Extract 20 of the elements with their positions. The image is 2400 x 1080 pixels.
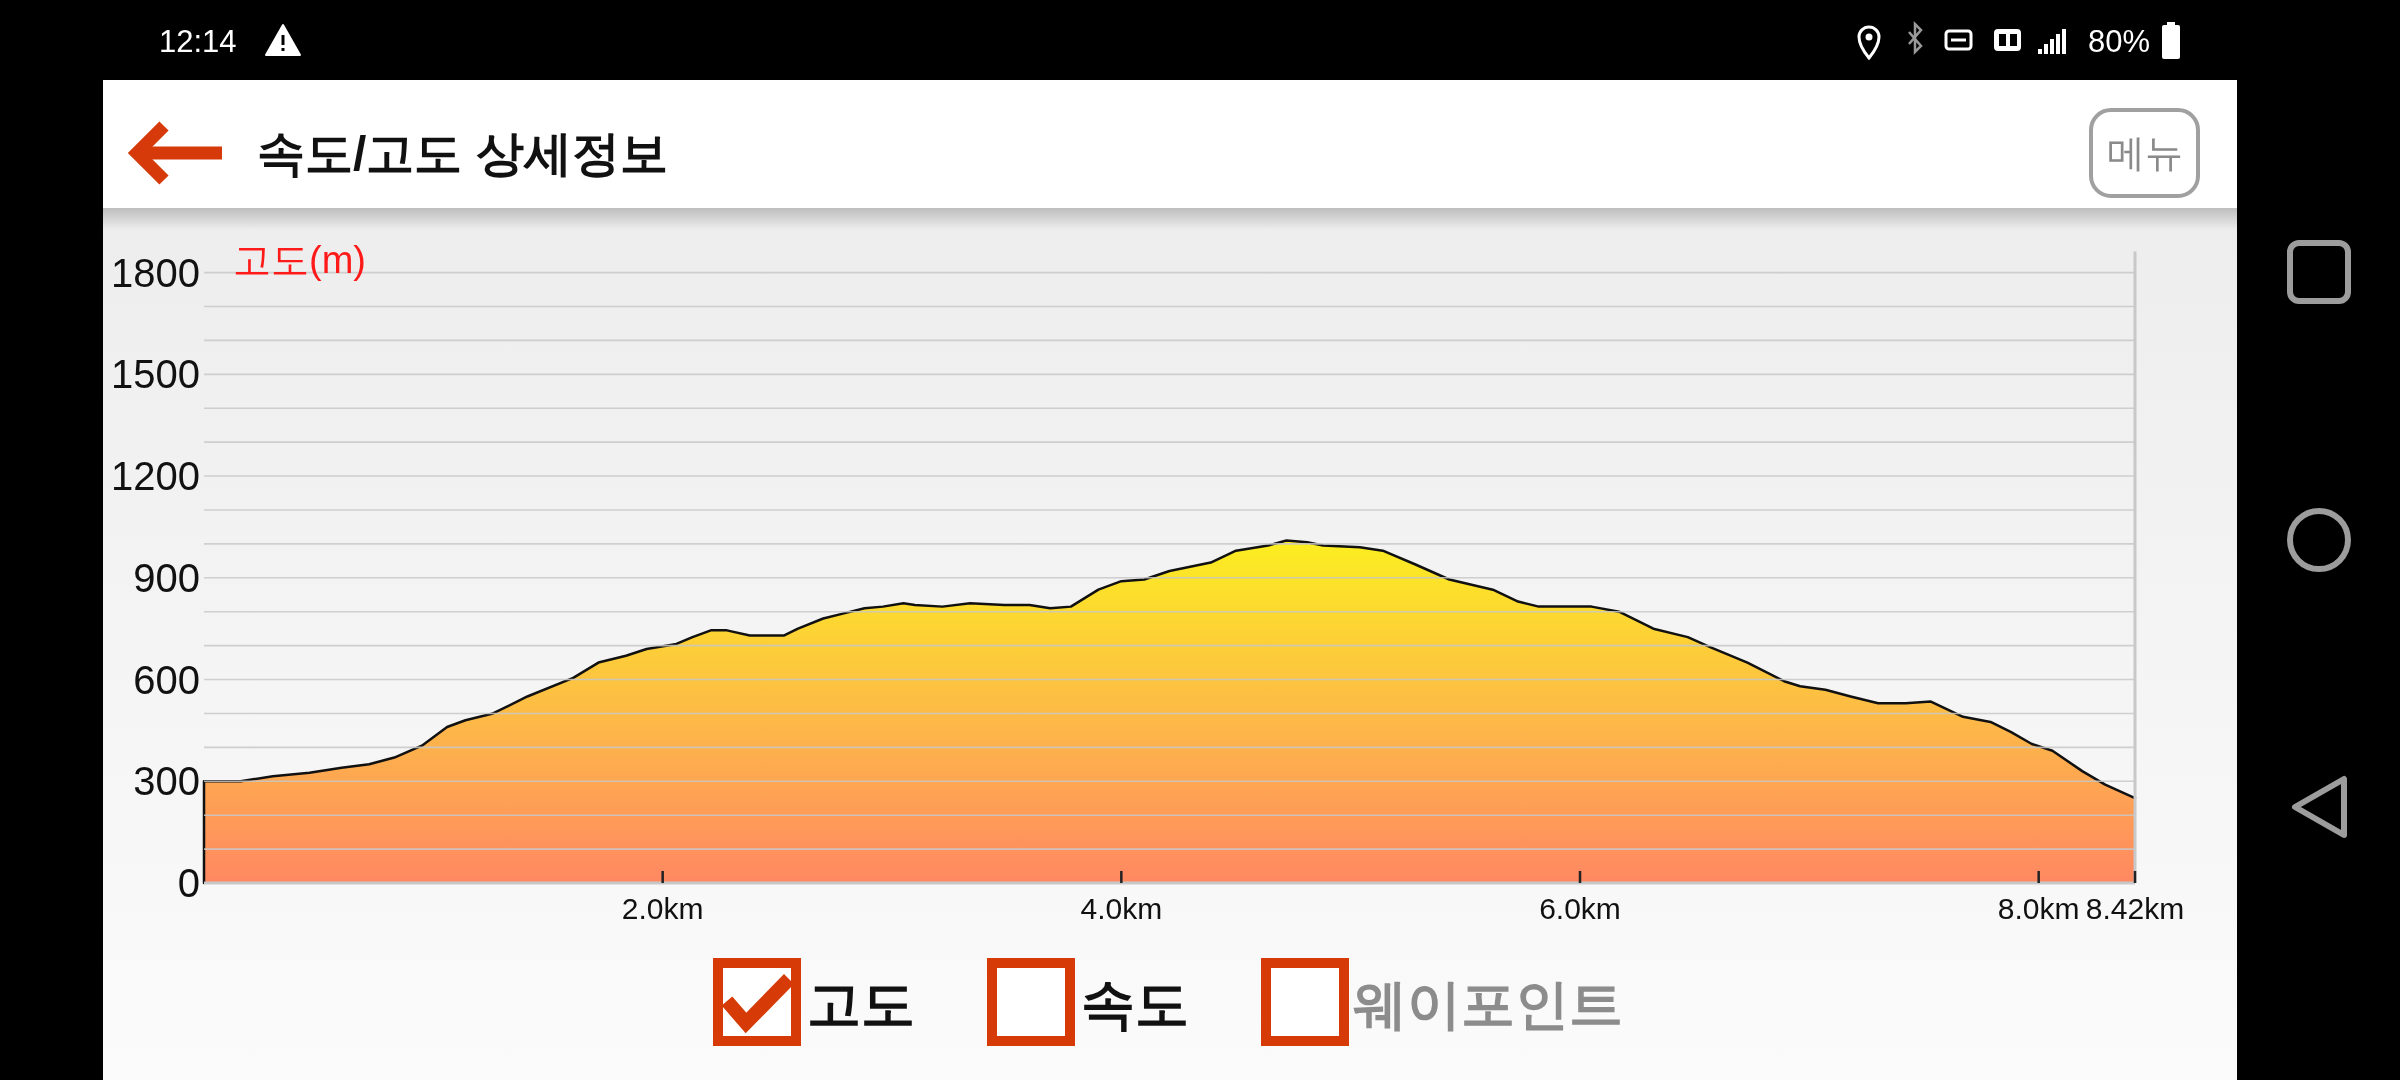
text: 웨이포인트	[1353, 974, 1623, 1034]
x-tick-label: 2.0km	[621, 891, 704, 925]
y-tick-label: 1200	[111, 454, 200, 499]
text: 고도	[807, 974, 915, 1034]
y-tick-label: 900	[133, 555, 200, 600]
text: 메뉴	[2106, 132, 2183, 174]
x-tick-label: 6.0km	[1539, 891, 1621, 925]
x-tick-label: 8.0km	[1997, 891, 2080, 925]
y-tick-label: 1500	[111, 352, 200, 397]
x-tick-label: 8.42km	[2085, 891, 2185, 925]
text: 속도	[1081, 974, 1189, 1034]
y-tick-label: 300	[133, 759, 200, 804]
text: 12:14	[159, 23, 237, 59]
x-tick-label: 4.0km	[1080, 891, 1163, 925]
y-tick-label: 600	[133, 657, 200, 702]
y-tick-label: 1800	[111, 250, 200, 295]
text: 80%	[2087, 23, 2150, 59]
y-axis-title: 고도(m)	[233, 238, 366, 281]
y-tick-label: 0	[177, 861, 200, 905]
chart-title: 속도/고도 상세정보	[257, 126, 668, 180]
